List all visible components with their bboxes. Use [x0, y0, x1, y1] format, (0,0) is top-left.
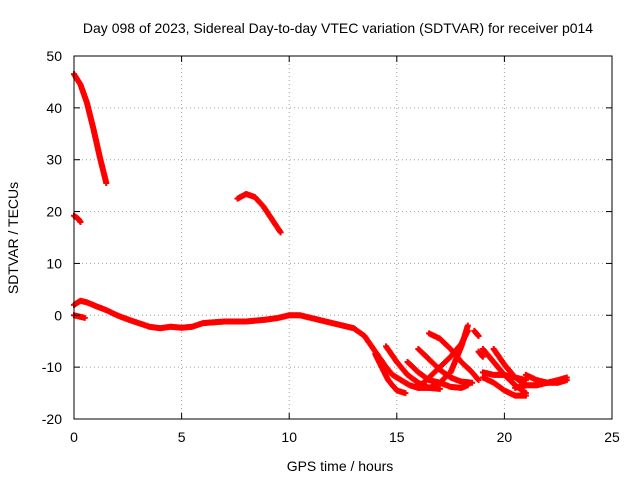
data-point: [479, 353, 486, 360]
series-arc-17: [479, 374, 529, 399]
data-point: [277, 229, 284, 236]
plot-frame: [73, 55, 613, 420]
series-arc-13: [475, 348, 486, 360]
series-arc-11: [415, 327, 471, 391]
series-arc-19: [522, 371, 570, 386]
data-point: [475, 377, 482, 384]
y-tick-label: 30: [46, 152, 62, 168]
data-point: [469, 379, 476, 386]
chart-title: Day 098 of 2023, Sidereal Day-to-day VTE…: [83, 20, 593, 36]
series-arc-4: [71, 297, 471, 391]
series-arc-12: [471, 327, 482, 340]
data-point: [464, 322, 471, 329]
x-tick-label: 5: [178, 429, 186, 445]
data-point: [77, 218, 84, 225]
data-point: [464, 327, 471, 334]
data-point: [103, 180, 110, 187]
series-arc-3: [234, 190, 284, 236]
grid-lines: [74, 56, 612, 419]
data-points: [71, 71, 570, 399]
x-tick-label: 15: [389, 429, 405, 445]
y-tick-label: 0: [54, 307, 62, 323]
y-axis-title: SDTVAR / TECUs: [5, 182, 21, 294]
x-tick-label: 25: [604, 429, 620, 445]
y-tick-label: 10: [46, 255, 62, 271]
series-arc-2: [71, 212, 84, 225]
data-point: [522, 377, 529, 384]
y-tick-label: -20: [42, 411, 62, 427]
data-point: [475, 333, 482, 340]
x-tick-label: 10: [281, 429, 297, 445]
y-tick-label: 20: [46, 204, 62, 220]
series-arc-14: [479, 345, 529, 397]
x-tick-label: 0: [70, 429, 78, 445]
data-point: [402, 390, 409, 397]
series-arc-6: [372, 351, 409, 397]
data-point: [522, 392, 529, 399]
y-tick-label: 40: [46, 100, 62, 116]
series-arc-16: [479, 369, 529, 384]
data-point: [81, 314, 88, 321]
data-point: [563, 377, 570, 384]
data-point: [436, 385, 443, 392]
y-tick-label: 50: [46, 48, 62, 64]
axis-ticks: [73, 55, 613, 420]
series-arc-9: [415, 345, 476, 386]
tick-labels: 0 5 10 15 20 25 -20 -10 0 10 20 30 40 50: [42, 48, 620, 445]
x-axis-title: GPS time / hours: [287, 458, 394, 474]
x-tick-label: 20: [497, 429, 513, 445]
series-arc-1: [71, 71, 110, 187]
y-tick-label: -10: [42, 359, 62, 375]
